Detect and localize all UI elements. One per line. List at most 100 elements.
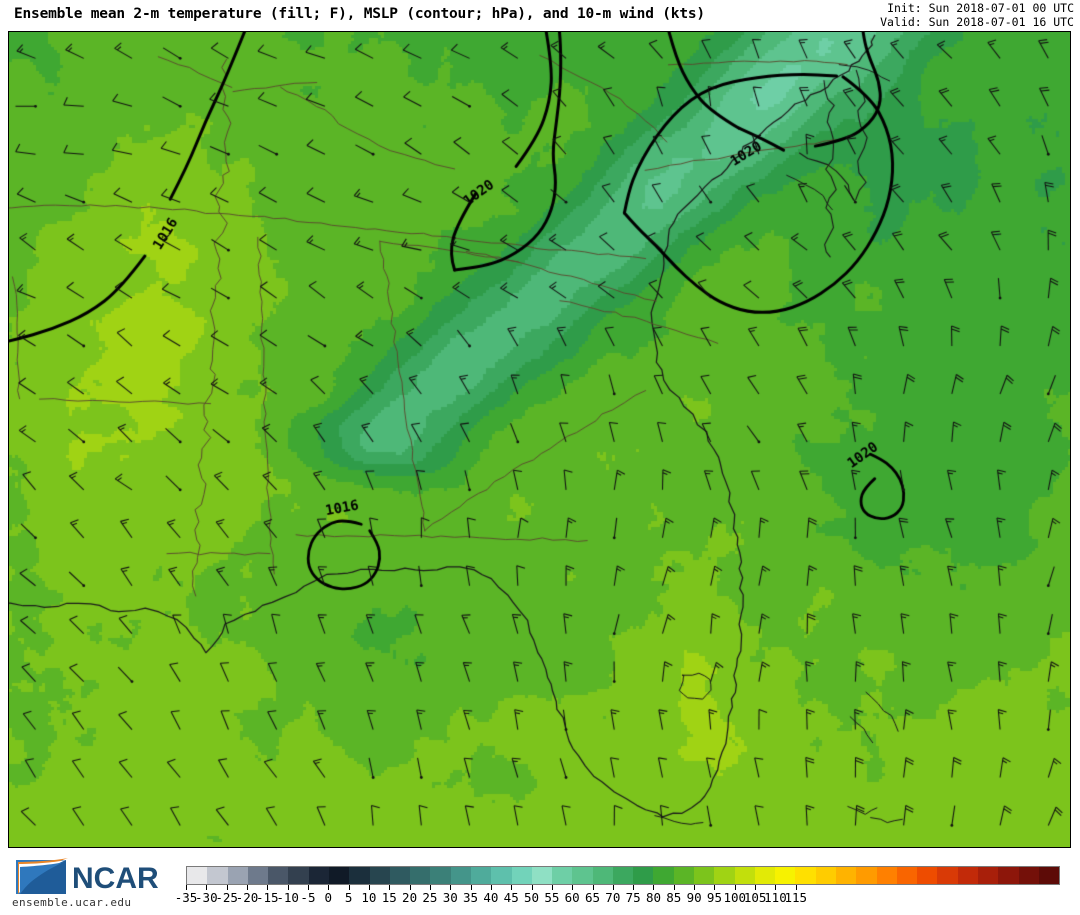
colorbar-swatch: [450, 867, 471, 884]
colorbar-swatch: [937, 867, 958, 884]
colorbar-swatch: [754, 867, 776, 884]
colorbar-tick: [186, 885, 187, 890]
map-plot-area[interactable]: [8, 31, 1071, 848]
colorbar-tick: [755, 885, 757, 890]
colorbar-swatch: [592, 867, 613, 884]
colorbar-tick-label: -35: [174, 890, 198, 905]
colorbar-swatch: [673, 867, 695, 884]
colorbar[interactable]: -35 -30 -25 -20 -15 -10 -5 0 5 10 15 20 25 30 35 40 45 50…: [175, 866, 1060, 914]
colorbar-tick-label: 15: [381, 890, 397, 905]
colorbar-swatch: [653, 867, 674, 884]
colorbar-tick: [450, 885, 452, 890]
page-title: Ensemble mean 2-m temperature (fill; F),…: [14, 6, 705, 22]
colorbar-swatch: [308, 867, 329, 884]
colorbar-tick: [673, 885, 675, 890]
colorbar-tick: [409, 885, 411, 890]
colorbar-tick: [775, 885, 777, 890]
colorbar-tick: [490, 885, 492, 890]
colorbar-tick: [633, 885, 635, 890]
colorbar-tick-label: -25: [215, 890, 238, 905]
colorbar-swatch: [836, 867, 857, 884]
colorbar-tick: [348, 885, 350, 890]
colorbar-swatch: [815, 867, 836, 884]
colorbar-tick: [368, 885, 370, 890]
colorbar-tick: [551, 885, 553, 890]
colorbar-swatch: [369, 867, 390, 884]
colorbar-swatch: [288, 867, 309, 884]
colorbar-tick-label: -20: [235, 890, 259, 905]
colorbar-swatch: [552, 867, 573, 884]
colorbar-tick: [429, 885, 431, 890]
colorbar-swatch: [1038, 867, 1060, 884]
colorbar-tick-label: 75: [625, 890, 641, 905]
colorbar-tick: [287, 885, 289, 890]
ncar-logo[interactable]: NCAR: [6, 854, 171, 912]
colorbar-tick: [592, 885, 594, 890]
colorbar-tick-label: 90: [686, 890, 702, 905]
colorbar-swatch: [430, 867, 451, 884]
colorbar-swatch: [775, 867, 796, 884]
colorbar-swatch: [734, 867, 755, 884]
colorbar-tick-label: 60: [564, 890, 580, 905]
colorbar-swatch: [977, 867, 999, 884]
colorbar-swatch: [612, 867, 634, 884]
colorbar-tick-label: 65: [584, 890, 601, 905]
valid-time: Valid: Sun 2018-07-01 16 UTC: [880, 15, 1074, 29]
colorbar-tick-label: 70: [605, 890, 621, 905]
colorbar-swatch: [247, 867, 269, 884]
colorbar-tick-label: -15: [256, 890, 279, 905]
colorbar-swatch: [491, 867, 512, 884]
colorbar-ticks: [186, 885, 1060, 890]
colorbar-tick-label: 30: [442, 890, 458, 905]
colorbar-tick: [206, 885, 208, 890]
colorbar-swatch: [572, 867, 593, 884]
colorbar-tick-label: 40: [483, 890, 499, 905]
colorbar-tick-label: 85: [666, 890, 682, 905]
colorbar-tick-label: 35: [463, 890, 479, 905]
colorbar-tick-labels: -35 -30 -25 -20 -15 -10 -5 0 5 10 15 20 25 30 35 40 45 50…: [175, 890, 1060, 908]
colorbar-tick-label: 95: [706, 890, 722, 905]
colorbar-swatch: [349, 867, 370, 884]
colorbar-tick-label: 110: [764, 890, 787, 905]
colorbar-tick: [307, 885, 309, 890]
colorbar-tick: [653, 885, 655, 890]
colorbar-swatch: [998, 867, 1019, 884]
colorbar-tick: [795, 885, 797, 890]
colorbar-tick: [226, 885, 228, 890]
header-bar: Ensemble mean 2-m temperature (fill; F),…: [0, 0, 1080, 30]
colorbar-swatch: [633, 867, 654, 884]
colorbar-tick: [694, 885, 696, 890]
colorbar-swatch: [896, 867, 918, 884]
colorbar-tick: [531, 885, 533, 890]
colorbar-tick-label: 105: [743, 890, 767, 905]
colorbar-tick-label: 50: [524, 890, 540, 905]
colorbar-swatch: [511, 867, 532, 884]
colorbar-swatch: [917, 867, 938, 884]
temperature-fill-map: [9, 32, 1070, 847]
colorbar-swatch: [856, 867, 877, 884]
footer-bar: NCAR ensemble.ucar.edu -35 -30 -25 -20 -15 -1…: [0, 852, 1080, 915]
forecast-timestamps: Init: Sun 2018-07-01 00 UTC Valid: Sun 2…: [880, 1, 1074, 29]
colorbar-swatch: [795, 867, 816, 884]
colorbar-swatch: [207, 867, 228, 884]
colorbar-swatch: [714, 867, 735, 884]
colorbar-tick: [734, 885, 736, 890]
colorbar-swatch: [694, 867, 715, 884]
colorbar-swatches: [186, 866, 1060, 885]
colorbar-tick-label: 115: [784, 890, 808, 905]
colorbar-tick: [612, 885, 614, 890]
colorbar-tick-label: -5: [300, 890, 316, 905]
colorbar-tick-label: 45: [503, 890, 519, 905]
colorbar-tick-label: 25: [422, 890, 438, 905]
colorbar-tick-label: -10: [276, 890, 299, 905]
colorbar-tick-label: 5: [344, 890, 353, 905]
colorbar-tick: [246, 885, 248, 890]
colorbar-tick-label: 55: [544, 890, 560, 905]
colorbar-swatch: [328, 867, 350, 884]
colorbar-tick-label: 0: [324, 890, 333, 905]
colorbar-tick-label: 100: [723, 890, 747, 905]
colorbar-swatch: [410, 867, 431, 884]
colorbar-swatch: [227, 867, 248, 884]
colorbar-tick: [267, 885, 269, 890]
